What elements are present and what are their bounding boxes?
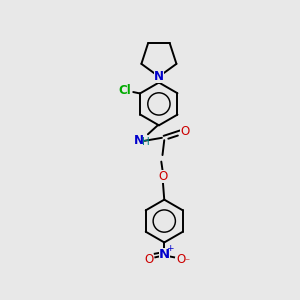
Text: +: + <box>167 244 174 253</box>
Text: O: O <box>176 253 185 266</box>
Text: N: N <box>134 134 144 147</box>
Text: H: H <box>142 137 149 147</box>
Text: ⁻: ⁻ <box>184 258 190 268</box>
Text: O: O <box>180 125 189 138</box>
Text: O: O <box>144 253 153 266</box>
Text: N: N <box>154 70 164 83</box>
Text: N: N <box>159 248 170 261</box>
Text: O: O <box>158 170 167 183</box>
Text: Cl: Cl <box>118 84 131 98</box>
